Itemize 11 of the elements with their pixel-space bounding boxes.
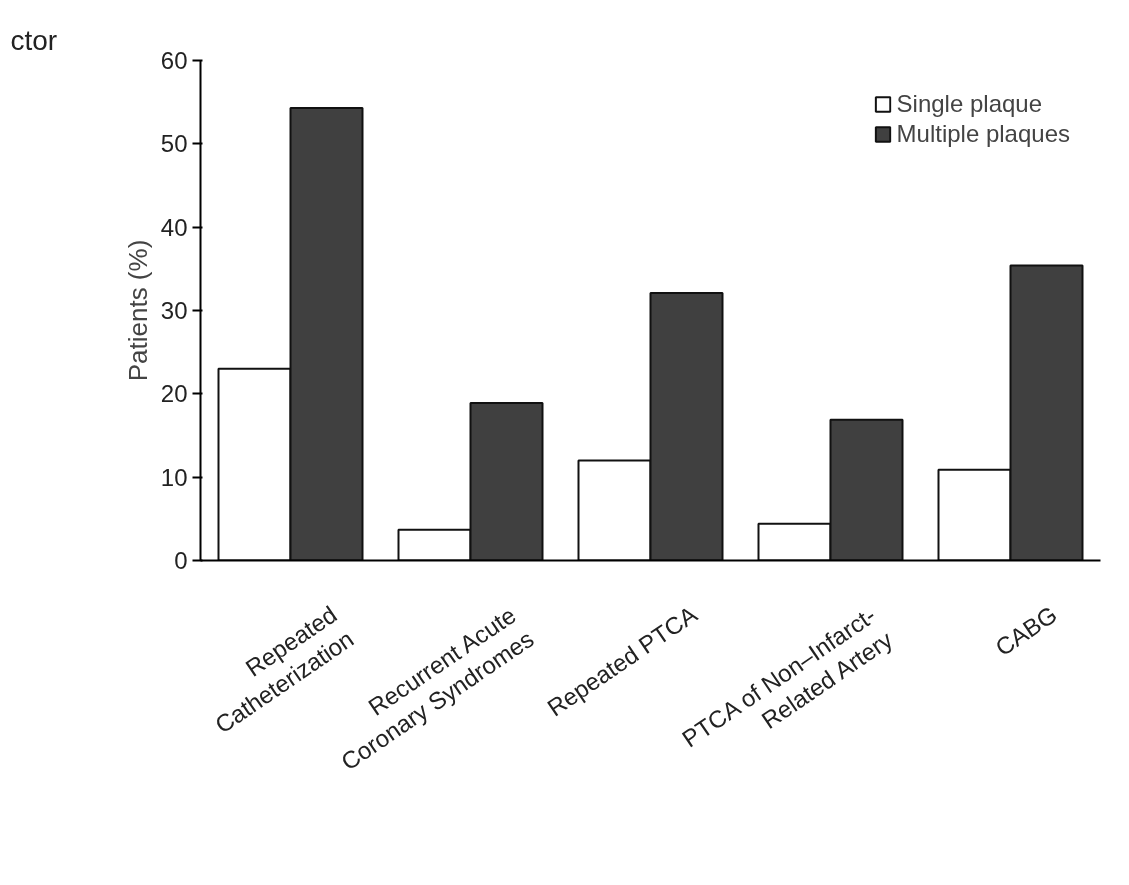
y-tick-label: 10: [160, 463, 188, 491]
y-tick-label: 60: [160, 47, 188, 74]
y-tick-label: 30: [160, 297, 188, 324]
y-tick-label: 50: [160, 130, 188, 158]
text: ctor: [10, 24, 58, 56]
y-tick-label: 0: [174, 547, 188, 574]
legend-label: Multiple plaques: [896, 120, 1070, 148]
legend-label: Single plaque: [896, 90, 1043, 118]
y-tick-label: 20: [160, 380, 188, 408]
y-tick-label: 40: [160, 213, 188, 241]
y-axis-title: Patients (%): [122, 239, 153, 382]
